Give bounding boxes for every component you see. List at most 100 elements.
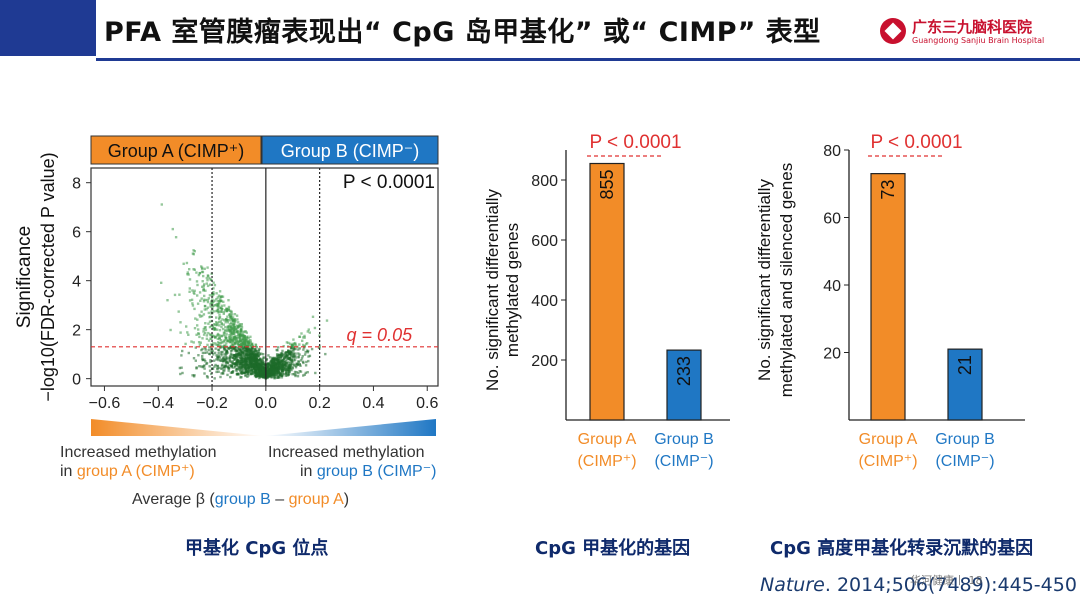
title-divider [96,58,1080,61]
volcano-point [221,367,224,370]
volcano-point [268,373,271,376]
volcano-point [231,336,234,340]
volcano-point [233,362,236,365]
volcano-point [230,340,233,344]
volcano-point [232,329,236,333]
volcano-point [241,368,244,372]
volcano-point [258,369,262,372]
volcano-point [296,375,300,378]
volcano-point [211,305,214,309]
volcano-point [261,360,264,363]
volcano-point [217,294,221,297]
volcano-point [203,304,207,308]
volcano-point [222,341,225,344]
volcano-point [221,360,225,363]
volcano-point [222,339,226,343]
volcano-point [231,323,234,326]
volcano-point [269,364,272,367]
x-tick-label: −0.2 [196,395,228,412]
y-tick-label: 2 [72,323,81,340]
volcano-point [217,358,220,362]
volcano-point [277,372,280,375]
volcano-point [228,347,231,351]
volcano-point [230,349,234,352]
xlabel-left-line2: in group A (CIMP⁺) [60,463,195,480]
volcano-point [235,353,238,357]
volcano-point [247,364,251,368]
volcano-point [224,354,228,357]
volcano-point [274,369,277,372]
y-tick-label: 800 [531,173,558,190]
volcano-point [178,293,181,296]
volcano-point [219,299,222,303]
volcano-point [213,351,217,355]
volcano-point [292,349,295,353]
volcano-point [232,344,235,347]
volcano-point [211,298,214,301]
volcano-point [202,298,206,301]
volcano-point [284,355,287,359]
volcano-point [256,363,260,366]
volcano-point [220,322,223,325]
volcano-point [235,363,238,366]
y-tick-label: 20 [823,346,841,363]
volcano-point [287,349,290,353]
volcano-point [207,322,210,325]
volcano-point [224,335,227,338]
volcano-point [205,334,209,337]
volcano-point [265,373,268,376]
volcano-point [203,346,207,350]
volcano-point [254,369,258,372]
volcano-point [287,357,290,360]
volcano-point [201,337,204,340]
volcano-point [302,348,305,351]
volcano-point [243,340,247,343]
volcano-point [276,361,280,364]
volcano-point [285,371,288,374]
volcano-point [222,357,225,360]
bar [947,348,983,421]
volcano-point [202,358,205,361]
volcano-point [240,326,244,329]
volcano-point [222,333,226,337]
volcano-point [242,337,245,340]
volcano-point [245,337,248,340]
volcano-point [202,330,205,333]
volcano-point [205,282,208,285]
volcano-point [299,370,303,373]
volcano-point [216,328,219,331]
volcano-point [218,320,221,324]
volcano-point [274,359,277,363]
volcano-point [230,327,233,330]
volcano-point [177,310,180,313]
hospital-name-en: Guangdong Sanjiu Brain Hospital [912,36,1045,45]
volcano-point [302,343,305,347]
volcano-point [302,361,305,365]
volcano-point [303,373,306,376]
volcano-point [188,290,191,293]
volcano-point [256,350,259,353]
volcano-point [229,325,233,328]
volcano-point [213,377,216,380]
volcano-point [237,339,240,342]
volcano-point [281,349,284,353]
volcano-point [203,351,207,354]
volcano-point [213,365,216,368]
volcano-point [220,351,223,354]
volcano-point [222,323,225,326]
volcano-point [206,306,209,309]
volcano-point [291,343,294,347]
volcano-point [226,321,230,324]
volcano-point [218,336,221,339]
volcano-point [283,356,286,359]
volcano-point [204,289,207,292]
volcano-point [296,363,299,366]
volcano-point [185,325,188,328]
bar-value-label: 855 [597,170,617,200]
volcano-point [284,360,287,363]
volcano-point [286,372,290,375]
volcano-point [219,375,222,379]
volcano-point [250,352,253,355]
volcano-point [210,301,213,304]
p-value-label: P < 0.0001 [870,132,962,153]
